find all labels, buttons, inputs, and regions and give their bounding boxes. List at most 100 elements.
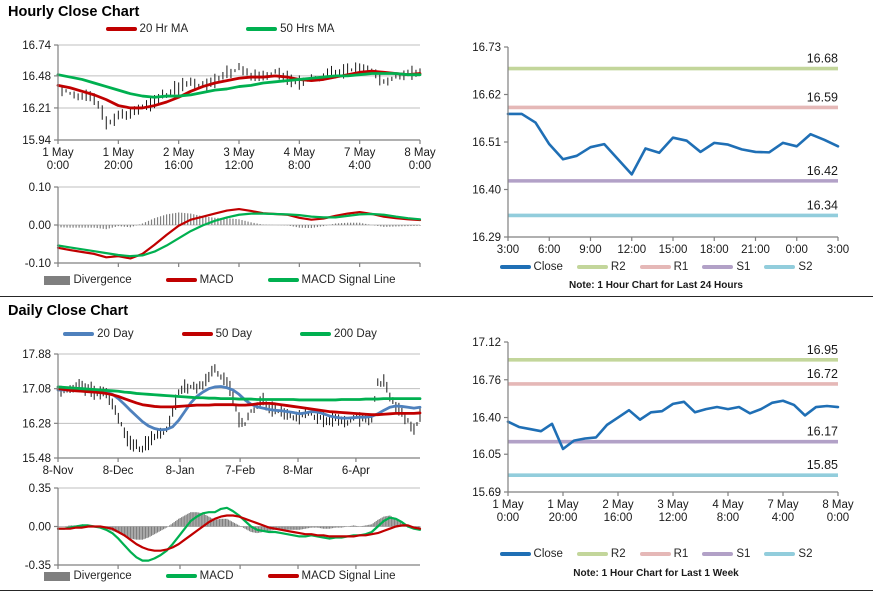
legend-label: S1 xyxy=(736,548,751,560)
legend-item-r2: R2 xyxy=(576,548,626,560)
legend-label: MACD Signal Line xyxy=(301,274,396,286)
50-day-swatch-icon xyxy=(181,332,213,336)
svg-text:0:00: 0:00 xyxy=(47,160,69,172)
pivot-label-s1: 16.17 xyxy=(807,425,838,439)
legend-item-macd-signal-line: MACD Signal Line xyxy=(267,570,396,582)
svg-text:0.10: 0.10 xyxy=(29,182,51,194)
legend-label: S2 xyxy=(798,261,813,273)
svg-text:8-Jan: 8-Jan xyxy=(166,465,195,477)
r2-swatch-icon xyxy=(576,552,608,556)
hourly-pivot-note: Note: 1 Hour Chart for Last 24 Hours xyxy=(569,280,743,291)
weekly-pivot-note: Note: 1 Hour Chart for Last 1 Week xyxy=(573,568,739,579)
legend-item-macd: MACD xyxy=(165,570,234,582)
svg-text:0:00: 0:00 xyxy=(827,512,849,524)
legend-item-50-hrs-ma: 50 Hrs MA xyxy=(246,23,334,35)
svg-text:4 May: 4 May xyxy=(284,147,316,159)
legend-label: R1 xyxy=(673,261,689,273)
svg-text:8:00: 8:00 xyxy=(288,160,310,172)
svg-text:8-Mar: 8-Mar xyxy=(283,465,313,477)
daily-price-legend: 20 Day 50 Day 200 Day xyxy=(8,328,432,340)
legend-item-s1: S1 xyxy=(702,548,750,560)
macd-swatch-icon xyxy=(165,278,197,282)
legend-item-close: Close xyxy=(499,261,563,273)
svg-text:18:00: 18:00 xyxy=(700,244,729,256)
svg-text:8-Dec: 8-Dec xyxy=(103,465,134,477)
s1-swatch-icon xyxy=(702,552,734,556)
legend-item-close: Close xyxy=(499,548,563,560)
svg-text:3:00: 3:00 xyxy=(827,244,849,256)
legend-label: R2 xyxy=(610,548,626,560)
daily-macd-legend: Divergence MACD MACD Signal Line xyxy=(8,570,432,582)
svg-text:6-Apr: 6-Apr xyxy=(342,465,370,477)
legend-item-r1: R1 xyxy=(639,261,689,273)
svg-text:16.51: 16.51 xyxy=(472,137,501,149)
svg-text:-0.10: -0.10 xyxy=(25,258,51,270)
close-swatch-icon xyxy=(499,552,531,556)
svg-text:0.00: 0.00 xyxy=(29,522,51,534)
pivot-label-s2: 16.34 xyxy=(807,198,838,212)
50-hrs-ma-swatch-icon xyxy=(246,27,278,31)
legend-item-divergence: Divergence xyxy=(44,274,132,286)
macd-swatch-icon xyxy=(165,574,197,578)
legend-item-s2: S2 xyxy=(764,548,812,560)
legend-label: R1 xyxy=(673,548,689,560)
r1-swatch-icon xyxy=(639,265,671,269)
legend-label: 50 Hrs MA xyxy=(280,23,335,35)
legend-label: MACD xyxy=(199,570,234,582)
svg-text:6:00: 6:00 xyxy=(538,244,560,256)
hourly-section-title: Hourly Close Chart xyxy=(8,4,140,20)
svg-text:16.40: 16.40 xyxy=(472,413,501,425)
legend-label: Divergence xyxy=(73,274,132,286)
20-day-swatch-icon xyxy=(63,332,95,336)
hourly-macd-legend: Divergence MACD MACD Signal Line xyxy=(8,274,432,286)
svg-text:12:00: 12:00 xyxy=(617,244,646,256)
svg-text:3 May: 3 May xyxy=(657,499,689,511)
legend-label: S1 xyxy=(736,261,751,273)
r1-swatch-icon xyxy=(639,552,671,556)
svg-text:1 May: 1 May xyxy=(547,499,579,511)
svg-text:0:00: 0:00 xyxy=(497,512,519,524)
svg-text:16.29: 16.29 xyxy=(472,232,501,244)
svg-text:7 May: 7 May xyxy=(767,499,799,511)
legend-label: S2 xyxy=(798,548,813,560)
pivot-label-s1: 16.42 xyxy=(807,164,838,178)
svg-text:16.05: 16.05 xyxy=(472,449,501,461)
legend-label: 20 Day xyxy=(97,328,134,340)
svg-text:8:00: 8:00 xyxy=(717,512,739,524)
divergence-swatch-icon xyxy=(44,571,71,581)
svg-text:2 May: 2 May xyxy=(602,499,634,511)
svg-text:17.12: 17.12 xyxy=(472,337,501,349)
legend-item-20-day: 20 Day xyxy=(63,328,134,340)
svg-text:20:00: 20:00 xyxy=(549,512,578,524)
svg-text:2 May: 2 May xyxy=(163,147,195,159)
pivot-label-r2: 16.68 xyxy=(807,52,838,66)
svg-text:7-Feb: 7-Feb xyxy=(225,465,255,477)
pivot-label-r1: 16.59 xyxy=(807,90,838,104)
hourly-pivot-legend: Close R2 R1 S1 S2 xyxy=(440,261,872,273)
svg-text:17.08: 17.08 xyxy=(22,384,51,396)
legend-label: Close xyxy=(533,261,563,273)
svg-text:1 May: 1 May xyxy=(103,147,135,159)
legend-label: 50 Day xyxy=(215,328,253,340)
svg-text:15:00: 15:00 xyxy=(659,244,688,256)
svg-text:4:00: 4:00 xyxy=(348,160,370,172)
pivot-label-r1: 16.72 xyxy=(807,367,838,381)
daily-macd-chart: 0.35 0.00 -0.35 xyxy=(25,483,422,572)
legend-label: 200 Day xyxy=(334,328,377,340)
svg-text:1 May: 1 May xyxy=(492,499,524,511)
200-day-swatch-icon xyxy=(300,332,332,336)
svg-text:16.48: 16.48 xyxy=(22,71,51,83)
svg-text:16.62: 16.62 xyxy=(472,90,501,102)
svg-text:3 May: 3 May xyxy=(223,147,255,159)
svg-text:16:00: 16:00 xyxy=(164,160,193,172)
pivot-label-s2: 15.85 xyxy=(807,458,838,472)
legend-item-s1: S1 xyxy=(702,261,750,273)
s1-swatch-icon xyxy=(702,265,734,269)
svg-text:21:00: 21:00 xyxy=(741,244,770,256)
hourly-pivot-chart: 16.68 16.59 16.42 16.34 16.73 16.62 16.51 16.40… xyxy=(472,42,849,256)
svg-text:8-Nov: 8-Nov xyxy=(43,465,74,477)
hourly-macd-chart: 0.10 0.00 -0.10 xyxy=(25,182,422,270)
svg-text:-0.35: -0.35 xyxy=(25,560,51,572)
